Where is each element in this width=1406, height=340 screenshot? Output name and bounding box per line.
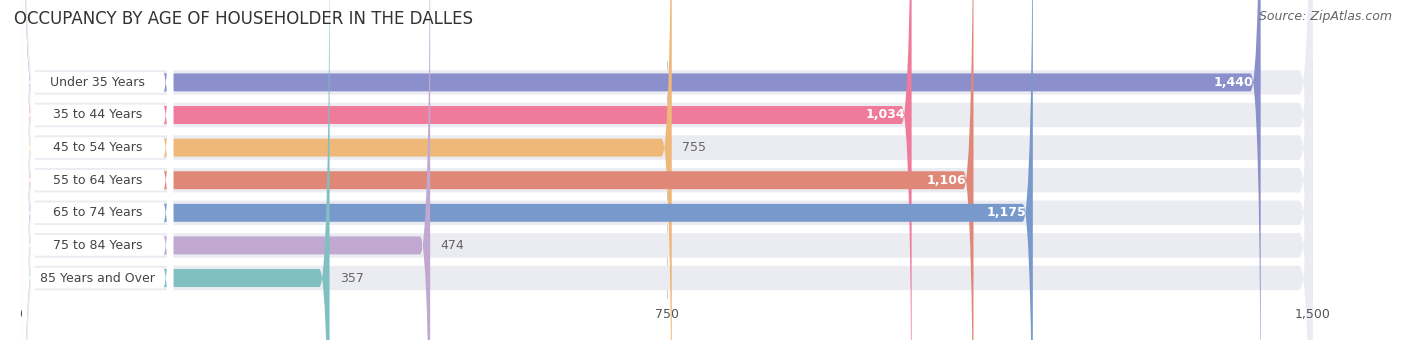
FancyBboxPatch shape [22,0,1261,340]
FancyBboxPatch shape [22,0,1312,340]
FancyBboxPatch shape [22,0,173,340]
FancyBboxPatch shape [22,0,1312,340]
FancyBboxPatch shape [22,0,1312,340]
FancyBboxPatch shape [22,0,1312,340]
Text: 357: 357 [340,272,364,285]
FancyBboxPatch shape [22,0,329,340]
FancyBboxPatch shape [22,0,1312,340]
FancyBboxPatch shape [22,0,173,340]
FancyBboxPatch shape [22,0,1312,340]
FancyBboxPatch shape [22,0,973,340]
Text: OCCUPANCY BY AGE OF HOUSEHOLDER IN THE DALLES: OCCUPANCY BY AGE OF HOUSEHOLDER IN THE D… [14,10,472,28]
FancyBboxPatch shape [22,0,430,340]
Text: 65 to 74 Years: 65 to 74 Years [53,206,142,219]
Text: 1,175: 1,175 [986,206,1026,219]
Text: 45 to 54 Years: 45 to 54 Years [53,141,142,154]
Text: 55 to 64 Years: 55 to 64 Years [53,174,142,187]
FancyBboxPatch shape [22,0,173,340]
FancyBboxPatch shape [22,0,1033,340]
Text: 474: 474 [440,239,464,252]
Text: 85 Years and Over: 85 Years and Over [41,272,155,285]
FancyBboxPatch shape [22,0,1312,340]
FancyBboxPatch shape [22,0,173,340]
Text: 1,440: 1,440 [1213,76,1254,89]
Text: Source: ZipAtlas.com: Source: ZipAtlas.com [1258,10,1392,23]
Text: 1,034: 1,034 [865,108,904,121]
Text: 755: 755 [682,141,706,154]
FancyBboxPatch shape [22,0,911,340]
FancyBboxPatch shape [22,0,173,340]
FancyBboxPatch shape [22,0,672,340]
Text: 35 to 44 Years: 35 to 44 Years [53,108,142,121]
Text: 75 to 84 Years: 75 to 84 Years [53,239,142,252]
Text: Under 35 Years: Under 35 Years [51,76,145,89]
FancyBboxPatch shape [22,0,173,340]
FancyBboxPatch shape [22,0,173,340]
Text: 1,106: 1,106 [927,174,967,187]
